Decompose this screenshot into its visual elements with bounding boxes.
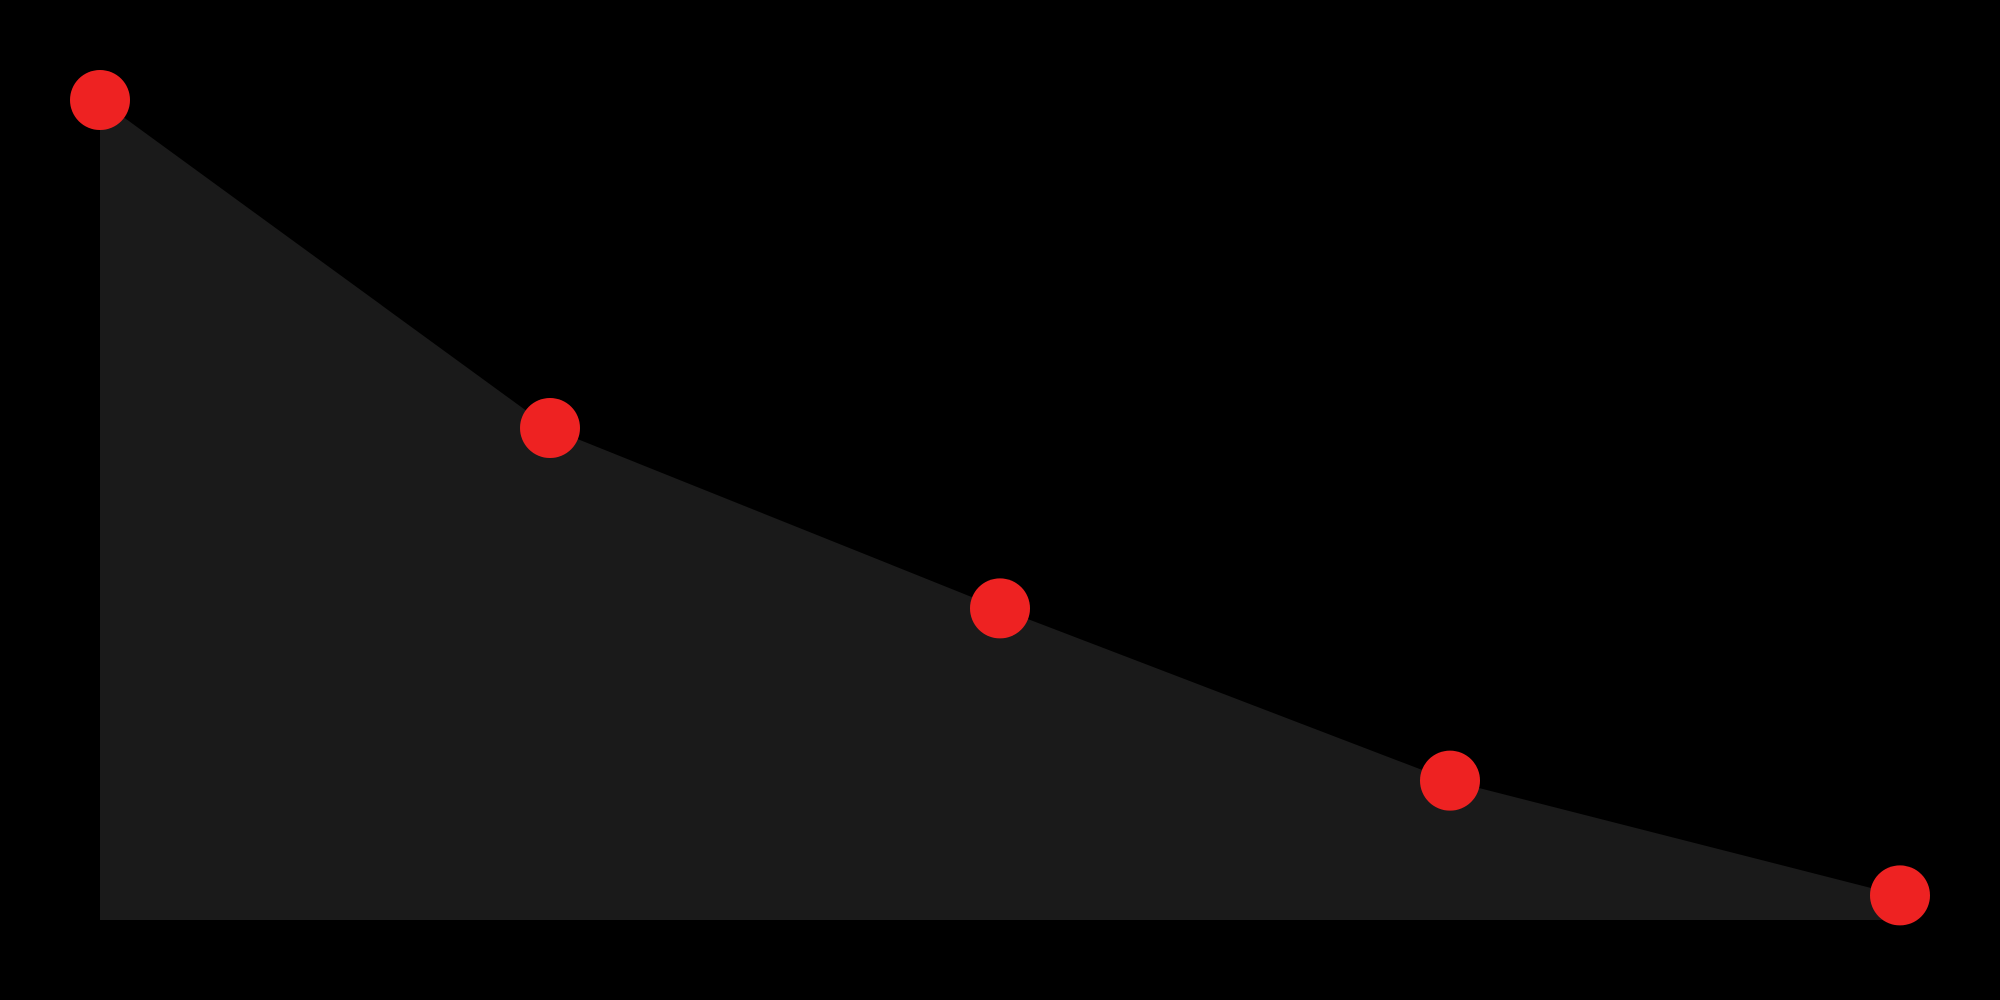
- data-point: [520, 398, 580, 458]
- data-point: [970, 578, 1030, 638]
- data-point: [1870, 865, 1930, 925]
- area-chart: [0, 0, 2000, 1000]
- data-point: [1420, 751, 1480, 811]
- data-point: [70, 70, 130, 130]
- chart-svg: [0, 0, 2000, 1000]
